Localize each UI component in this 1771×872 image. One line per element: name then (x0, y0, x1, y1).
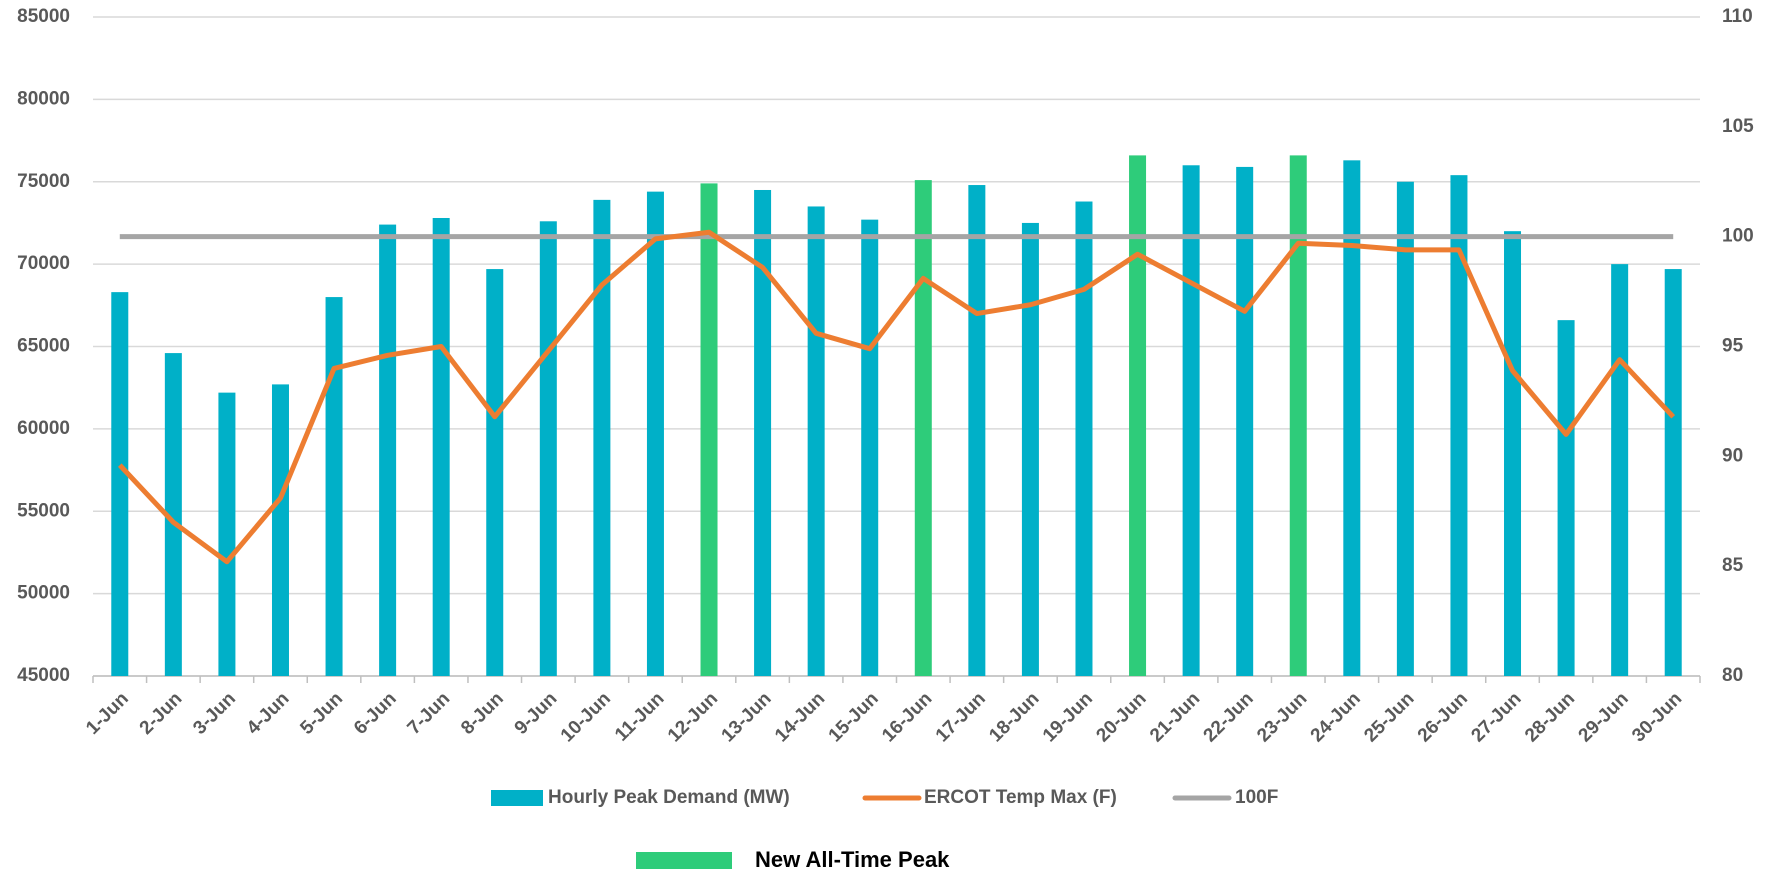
bar (1182, 165, 1200, 676)
y2-tick-label: 110 (1722, 6, 1753, 27)
bar (646, 191, 664, 676)
x-tick-label: 1-Jun (82, 688, 133, 739)
bar (968, 185, 986, 677)
y2-tick-label: 100 (1722, 226, 1754, 247)
bar (1129, 155, 1147, 676)
bar (486, 269, 504, 676)
bar (914, 180, 932, 677)
bar (539, 221, 557, 677)
x-tick-label: 29-Jun (1575, 688, 1633, 746)
x-tick-label: 25-Jun (1360, 688, 1418, 746)
x-tick-label: 30-Jun (1628, 688, 1686, 746)
y-tick-label: 50000 (17, 583, 70, 604)
x-tick-label: 16-Jun (878, 688, 936, 746)
bar (1289, 155, 1307, 676)
x-tick-label: 10-Jun (557, 688, 615, 746)
x-tick-label: 9-Jun (511, 688, 562, 739)
highlight-swatch (636, 852, 732, 869)
x-tick-label: 27-Jun (1467, 688, 1525, 746)
bar (1236, 166, 1254, 677)
bar (1664, 269, 1682, 676)
y-tick-label: 75000 (17, 171, 70, 192)
bar (1450, 175, 1468, 676)
bar (164, 353, 182, 676)
bar (218, 392, 236, 676)
x-tick-label: 18-Jun (985, 688, 1043, 746)
x-tick-label: 4-Jun (243, 688, 294, 739)
bar (432, 217, 450, 676)
bar (111, 292, 129, 676)
y2-tick-label: 80 (1722, 665, 1743, 686)
y-tick-label: 60000 (17, 418, 70, 439)
x-tick-label: 23-Jun (1253, 688, 1311, 746)
legend-swatch (491, 790, 543, 806)
x-tick-label: 28-Jun (1521, 688, 1579, 746)
bar (1343, 160, 1361, 676)
x-tick-label: 22-Jun (1200, 688, 1258, 746)
legend-label: ERCOT Temp Max (F) (924, 787, 1117, 808)
bar (325, 297, 343, 676)
x-tick-label: 26-Jun (1414, 688, 1472, 746)
line (117, 229, 1676, 565)
y2-tick-label: 95 (1722, 336, 1744, 357)
x-tick-label: 6-Jun (350, 688, 401, 739)
x-tick-label: 5-Jun (296, 688, 347, 739)
bar (1504, 231, 1522, 677)
bar (271, 384, 289, 676)
x-tick-label: 21-Jun (1146, 688, 1204, 746)
x-tick-label: 20-Jun (1092, 688, 1150, 746)
highlight-label: New All-Time Peak (755, 847, 950, 872)
y2-tick-label: 90 (1722, 445, 1743, 466)
y-tick-label: 80000 (17, 88, 70, 109)
bar (861, 219, 879, 676)
bar (807, 206, 825, 676)
y2-tick-label: 105 (1722, 116, 1754, 137)
bar (700, 183, 718, 676)
bar (1611, 264, 1629, 676)
x-tick-label: 19-Jun (1039, 688, 1097, 746)
y-tick-label: 70000 (17, 253, 70, 274)
bar (379, 224, 397, 676)
bar (1075, 201, 1093, 676)
legend-label: Hourly Peak Demand (MW) (548, 787, 790, 808)
x-tick-label: 15-Jun (825, 688, 883, 746)
x-tick-label: 3-Jun (189, 688, 240, 739)
bar (593, 199, 611, 676)
x-tick-label: 14-Jun (771, 688, 829, 746)
y-tick-label: 85000 (17, 6, 70, 27)
x-tick-label: 7-Jun (404, 688, 455, 739)
y-tick-label: 45000 (17, 665, 70, 686)
x-tick-label: 11-Jun (611, 688, 668, 745)
x-tick-label: 8-Jun (457, 688, 508, 739)
bar (1396, 181, 1414, 676)
x-tick-label: 12-Jun (664, 688, 722, 746)
bar (1021, 222, 1039, 676)
legend-label: 100F (1235, 787, 1278, 808)
y-tick-label: 55000 (17, 500, 70, 521)
bar (1557, 320, 1575, 676)
x-tick-label: 17-Jun (932, 688, 990, 746)
x-tick-label: 2-Jun (136, 688, 187, 739)
bar (754, 189, 772, 677)
x-tick-label: 13-Jun (718, 688, 776, 746)
x-tick-label: 24-Jun (1307, 688, 1365, 746)
y2-tick-label: 85 (1722, 555, 1744, 576)
y-tick-label: 65000 (17, 336, 70, 357)
